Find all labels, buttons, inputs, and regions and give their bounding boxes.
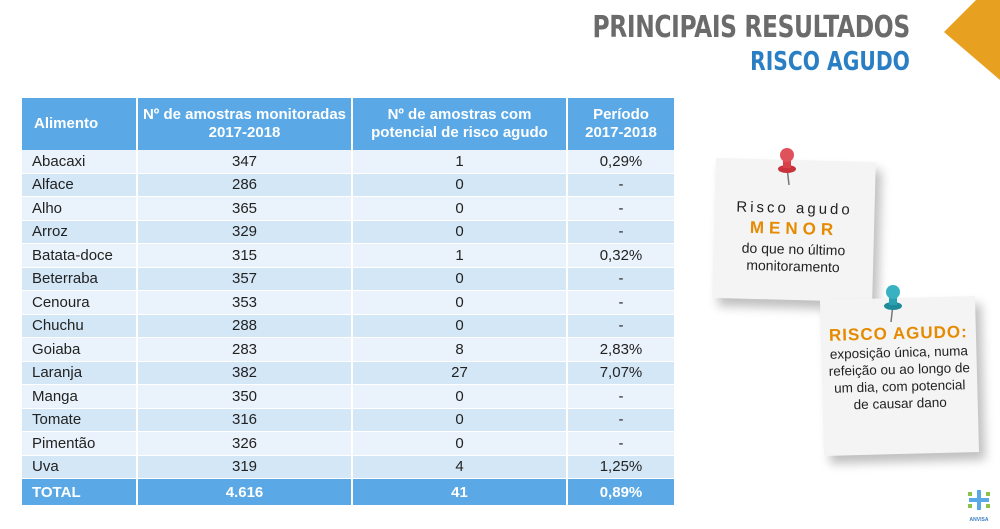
table-row: Manga 350 0-: [22, 384, 674, 409]
cell-period: -: [567, 384, 674, 409]
cell-monitored: 326: [137, 431, 353, 456]
cell-risk: 0: [352, 196, 568, 221]
cell-period: -: [567, 314, 674, 338]
table-row: Arroz 329 0-: [22, 220, 674, 244]
column-header-food: Alimento: [22, 98, 138, 150]
cell-period: -: [567, 196, 674, 221]
cell-food: Arroz: [22, 220, 138, 244]
logo-text: ANVISA: [969, 517, 989, 523]
cell-food: Pimentão: [22, 431, 138, 456]
table-row: Chuchu 288 0-: [22, 314, 674, 338]
cell-monitored: 365: [137, 196, 353, 221]
total-risk: 41: [352, 478, 568, 506]
column-header-risk: Nº de amostras com potencial de risco ag…: [352, 98, 568, 150]
cell-monitored: 350: [137, 384, 353, 409]
table-row: Batata-doce 315 1 0,32%: [22, 243, 674, 268]
cell-period: 1,25%: [567, 455, 674, 479]
cell-risk: 1: [352, 150, 568, 174]
cell-risk: 0: [352, 431, 568, 456]
table-header-row: Alimento Nº de amostras monitoradas 2017…: [22, 98, 674, 150]
total-monitored: 4.616: [137, 478, 353, 506]
cell-food: Chuchu: [22, 314, 138, 338]
note1-line2: MENOR: [749, 217, 839, 240]
cell-risk: 27: [352, 361, 568, 385]
note1-line3: do que no último monitoramento: [741, 239, 846, 276]
cell-monitored: 347: [137, 150, 353, 174]
cell-food: Batata-doce: [22, 243, 138, 268]
page-subtitle: RISCO AGUDO: [750, 47, 910, 77]
cell-risk: 0: [352, 384, 568, 409]
cell-food: Beterraba: [22, 267, 138, 291]
cell-risk: 0: [352, 267, 568, 291]
anvisa-cross-icon: [968, 490, 990, 510]
cell-food: Laranja: [22, 361, 138, 385]
cell-period: -: [567, 267, 674, 291]
cell-monitored: 316: [137, 408, 353, 432]
cell-monitored: 382: [137, 361, 353, 385]
cell-food: Alface: [22, 173, 138, 197]
cell-food: Cenoura: [22, 290, 138, 315]
cell-risk: 0: [352, 314, 568, 338]
cell-period: 0,32%: [567, 243, 674, 268]
table-row: Pimentão 326 0-: [22, 431, 674, 456]
results-table: Alimento Nº de amostras monitoradas 2017…: [22, 98, 674, 506]
cell-risk: 0: [352, 290, 568, 315]
cell-period: -: [567, 408, 674, 432]
table-row: Alho 365 0-: [22, 196, 674, 221]
total-label: TOTAL: [22, 478, 138, 506]
cell-period: 7,07%: [567, 361, 674, 385]
table-total-row: TOTAL 4.616 41 0,89%: [22, 478, 674, 506]
cell-risk: 0: [352, 220, 568, 244]
column-header-monitored: Nº de amostras monitoradas 2017-2018: [137, 98, 353, 150]
cell-monitored: 286: [137, 173, 353, 197]
cell-period: 0,29%: [567, 150, 674, 174]
table-row: Goiaba 283 8 2,83%: [22, 337, 674, 362]
cell-monitored: 329: [137, 220, 353, 244]
cell-monitored: 315: [137, 243, 353, 268]
cell-monitored: 357: [137, 267, 353, 291]
cell-period: -: [567, 431, 674, 456]
total-period: 0,89%: [567, 478, 674, 506]
cell-period: -: [567, 173, 674, 197]
cell-period: -: [567, 220, 674, 244]
cell-food: Abacaxi: [22, 150, 138, 174]
cell-risk: 1: [352, 243, 568, 268]
cell-monitored: 288: [137, 314, 353, 338]
cell-period: 2,83%: [567, 337, 674, 362]
cell-food: Alho: [22, 196, 138, 221]
cell-risk: 0: [352, 173, 568, 197]
cell-monitored: 353: [137, 290, 353, 315]
anvisa-logo: ANVISA: [962, 488, 996, 523]
note1-line1: Risco agudo: [736, 198, 853, 219]
page-title: PRINCIPAIS RESULTADOS: [592, 10, 911, 45]
cell-food: Uva: [22, 455, 138, 479]
table-row: Tomate 316 0-: [22, 408, 674, 432]
table-row: Abacaxi 347 1 0,29%: [22, 150, 674, 174]
table-row: Laranja 382 27 7,07%: [22, 361, 674, 385]
cell-monitored: 319: [137, 455, 353, 479]
cell-food: Manga: [22, 384, 138, 409]
table-row: Alface 286 0-: [22, 173, 674, 197]
cell-risk: 0: [352, 408, 568, 432]
column-header-period: Período 2017-2018: [567, 98, 674, 150]
cell-risk: 4: [352, 455, 568, 479]
table-row: Beterraba 357 0-: [22, 267, 674, 291]
cell-food: Tomate: [22, 408, 138, 432]
red-pushpin-icon: [778, 148, 796, 186]
note2-body: exposição única, numa refeição ou ao lon…: [828, 343, 971, 413]
corner-decoration: [944, 0, 1000, 80]
cell-food: Goiaba: [22, 337, 138, 362]
table-row: Uva 319 4 1,25%: [22, 455, 674, 479]
table-body: Abacaxi 347 1 0,29% Alface 286 0- Alho 365 0- Arro…: [22, 150, 674, 506]
table-row: Cenoura 353 0-: [22, 290, 674, 315]
cell-risk: 8: [352, 337, 568, 362]
cell-monitored: 283: [137, 337, 353, 362]
blue-pushpin-icon: [884, 285, 902, 323]
cell-period: -: [567, 290, 674, 315]
